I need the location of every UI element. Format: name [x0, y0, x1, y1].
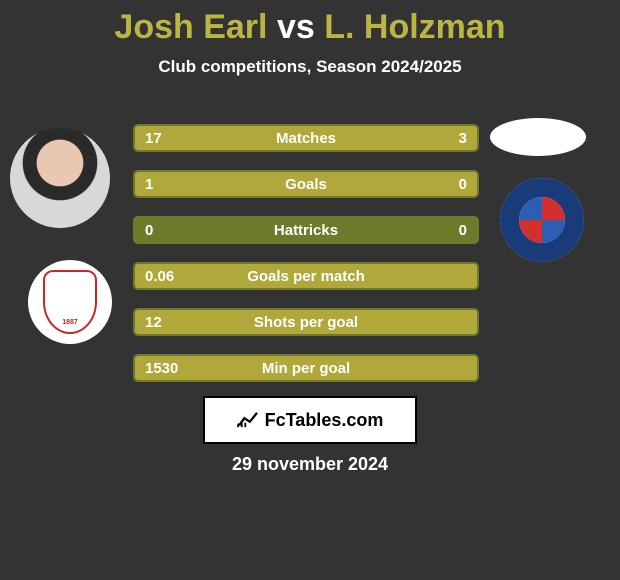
player2-club-badge: [500, 178, 584, 262]
stat-row: 1530Min per goal: [133, 354, 479, 382]
footer-date: 29 november 2024: [0, 454, 620, 475]
stat-label: Matches: [135, 126, 477, 150]
brand-icon: [237, 411, 259, 429]
barnsley-crest: 1887: [43, 270, 97, 334]
subtitle: Club competitions, Season 2024/2025: [0, 57, 620, 77]
player2-avatar: [490, 118, 586, 156]
stat-row: 0.06Goals per match: [133, 262, 479, 290]
stat-label: Shots per goal: [135, 310, 477, 334]
stat-row: 10Goals: [133, 170, 479, 198]
barnsley-year: 1887: [62, 319, 78, 326]
reading-crest: [500, 178, 584, 262]
stat-label: Goals: [135, 172, 477, 196]
brand-box: FcTables.com: [203, 396, 417, 444]
player1-name: Josh Earl: [114, 8, 267, 46]
stat-label: Hattricks: [135, 218, 477, 242]
page-title: Josh Earl vs L. Holzman: [0, 0, 620, 47]
player1-club-badge: 1887: [28, 260, 112, 344]
stat-label: Goals per match: [135, 264, 477, 288]
stat-row: 173Matches: [133, 124, 479, 152]
player1-photo: [10, 128, 110, 228]
stat-row: 12Shots per goal: [133, 308, 479, 336]
player1-avatar: [10, 128, 110, 228]
vs-text: vs: [277, 8, 315, 46]
stats-container: 173Matches 10Goals 00Hattricks 0.06Goals pe…: [133, 124, 479, 400]
brand-text: FcTables.com: [265, 410, 384, 431]
reading-crest-inner: [519, 197, 565, 243]
stat-row: 00Hattricks: [133, 216, 479, 244]
stat-label: Min per goal: [135, 356, 477, 380]
player2-name: L. Holzman: [324, 8, 505, 46]
